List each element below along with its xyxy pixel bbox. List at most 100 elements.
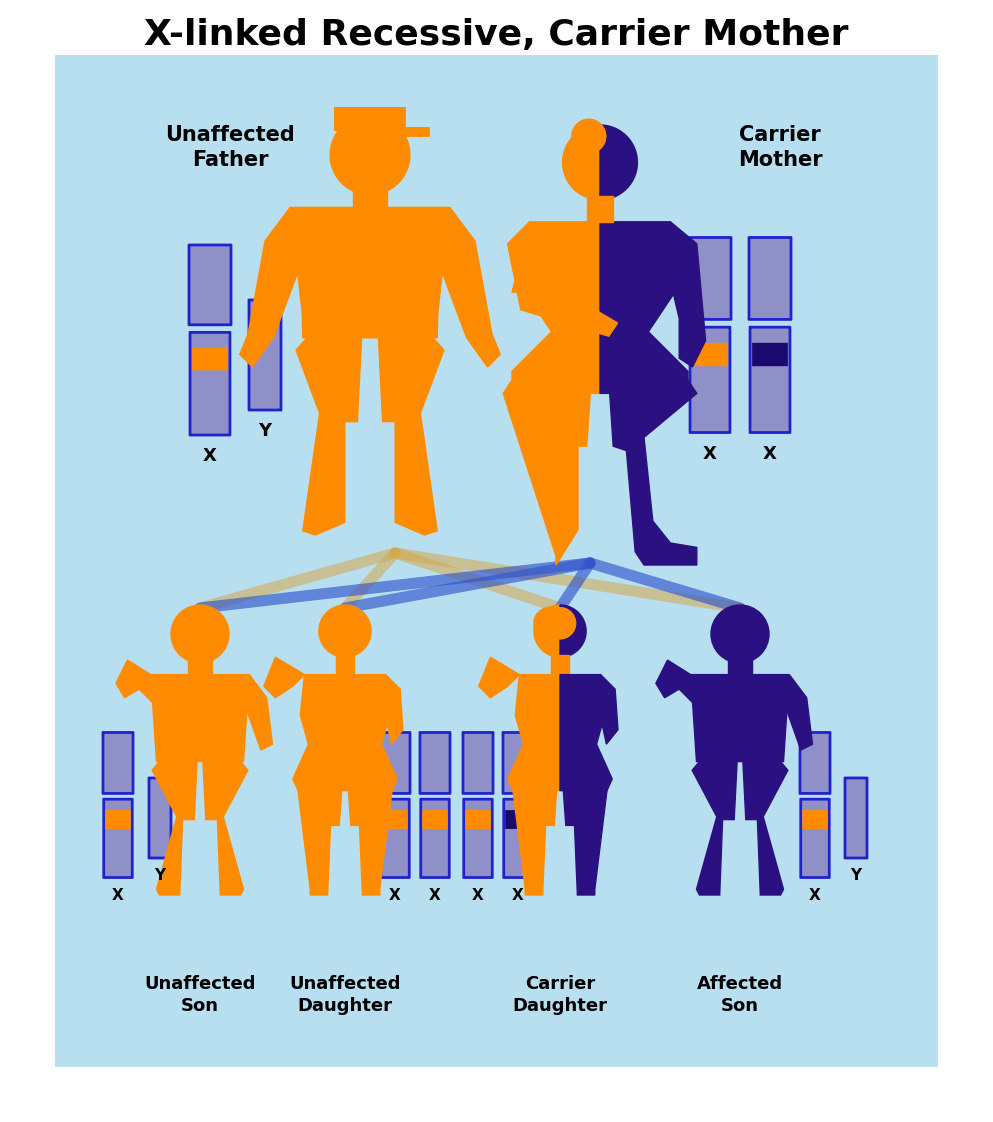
- Polygon shape: [598, 674, 618, 744]
- Text: Y: Y: [850, 868, 862, 883]
- Polygon shape: [293, 674, 345, 791]
- Circle shape: [711, 605, 769, 663]
- Polygon shape: [656, 660, 693, 703]
- Polygon shape: [116, 660, 154, 703]
- FancyBboxPatch shape: [800, 733, 830, 793]
- FancyBboxPatch shape: [503, 799, 532, 877]
- Text: X: X: [112, 888, 124, 902]
- FancyBboxPatch shape: [103, 799, 132, 877]
- FancyBboxPatch shape: [249, 300, 281, 410]
- Text: X: X: [809, 888, 821, 902]
- Circle shape: [330, 114, 410, 195]
- FancyBboxPatch shape: [422, 810, 448, 829]
- Polygon shape: [600, 125, 638, 200]
- Polygon shape: [479, 657, 519, 698]
- Circle shape: [330, 608, 360, 638]
- Text: Affected
Son: Affected Son: [697, 975, 783, 1015]
- Polygon shape: [442, 208, 500, 367]
- FancyBboxPatch shape: [463, 733, 493, 793]
- FancyBboxPatch shape: [192, 348, 227, 370]
- FancyBboxPatch shape: [752, 343, 787, 366]
- FancyBboxPatch shape: [845, 778, 867, 858]
- FancyBboxPatch shape: [380, 799, 409, 877]
- Polygon shape: [303, 332, 437, 338]
- FancyBboxPatch shape: [749, 238, 791, 320]
- Polygon shape: [729, 659, 752, 674]
- Polygon shape: [560, 605, 586, 657]
- Polygon shape: [587, 196, 614, 222]
- Text: Y: Y: [258, 422, 271, 440]
- FancyBboxPatch shape: [750, 328, 790, 432]
- Text: X-linked Recessive, Carrier Mother: X-linked Recessive, Carrier Mother: [144, 18, 848, 52]
- Polygon shape: [743, 762, 787, 895]
- Text: X: X: [703, 444, 717, 462]
- Polygon shape: [513, 784, 557, 895]
- Polygon shape: [382, 674, 403, 744]
- Polygon shape: [152, 762, 197, 895]
- Polygon shape: [337, 654, 354, 674]
- Polygon shape: [691, 674, 789, 762]
- Polygon shape: [298, 784, 343, 895]
- Text: X: X: [763, 444, 777, 462]
- Circle shape: [572, 119, 606, 153]
- Polygon shape: [378, 338, 444, 535]
- Text: X: X: [203, 447, 216, 465]
- Polygon shape: [661, 222, 706, 367]
- Circle shape: [319, 605, 371, 657]
- Polygon shape: [246, 674, 272, 749]
- Polygon shape: [189, 659, 212, 674]
- FancyBboxPatch shape: [382, 810, 408, 829]
- FancyBboxPatch shape: [689, 238, 731, 320]
- FancyBboxPatch shape: [505, 810, 530, 829]
- Polygon shape: [551, 654, 569, 674]
- Polygon shape: [264, 657, 305, 698]
- FancyBboxPatch shape: [189, 245, 231, 324]
- Polygon shape: [512, 222, 600, 394]
- Polygon shape: [290, 208, 450, 312]
- Polygon shape: [692, 762, 737, 895]
- Polygon shape: [203, 762, 248, 895]
- FancyBboxPatch shape: [105, 810, 131, 829]
- Polygon shape: [786, 674, 812, 749]
- Polygon shape: [609, 380, 697, 565]
- Polygon shape: [503, 380, 591, 565]
- Text: X: X: [512, 888, 524, 902]
- FancyBboxPatch shape: [464, 799, 493, 877]
- Polygon shape: [345, 674, 397, 791]
- Circle shape: [534, 608, 565, 638]
- Text: Unaffected
Son: Unaffected Son: [144, 975, 256, 1015]
- FancyBboxPatch shape: [503, 733, 533, 793]
- Polygon shape: [560, 674, 613, 791]
- Text: Carrier
Daughter: Carrier Daughter: [512, 975, 608, 1015]
- FancyBboxPatch shape: [380, 733, 410, 793]
- Polygon shape: [507, 222, 618, 337]
- Text: X: X: [472, 888, 484, 902]
- FancyBboxPatch shape: [190, 332, 230, 435]
- Text: Unaffected
Father: Unaffected Father: [165, 125, 295, 169]
- FancyBboxPatch shape: [692, 343, 728, 366]
- FancyBboxPatch shape: [802, 810, 828, 829]
- Polygon shape: [534, 605, 560, 657]
- Polygon shape: [348, 784, 392, 895]
- Polygon shape: [151, 674, 249, 762]
- Text: Unaffected
Daughter: Unaffected Daughter: [289, 975, 401, 1015]
- Polygon shape: [507, 674, 560, 791]
- FancyBboxPatch shape: [690, 328, 730, 432]
- FancyBboxPatch shape: [421, 799, 449, 877]
- Polygon shape: [354, 191, 387, 208]
- Text: X: X: [389, 888, 401, 902]
- FancyBboxPatch shape: [466, 810, 491, 829]
- Polygon shape: [563, 125, 600, 200]
- Circle shape: [572, 119, 606, 153]
- Text: X: X: [429, 888, 441, 902]
- Polygon shape: [302, 312, 438, 338]
- Circle shape: [171, 605, 229, 663]
- FancyBboxPatch shape: [342, 127, 430, 137]
- FancyBboxPatch shape: [55, 55, 938, 1067]
- Polygon shape: [239, 208, 299, 367]
- Polygon shape: [296, 338, 361, 535]
- Polygon shape: [563, 784, 607, 895]
- FancyBboxPatch shape: [420, 733, 450, 793]
- Text: Carrier
Mother: Carrier Mother: [738, 125, 822, 169]
- FancyBboxPatch shape: [149, 778, 171, 858]
